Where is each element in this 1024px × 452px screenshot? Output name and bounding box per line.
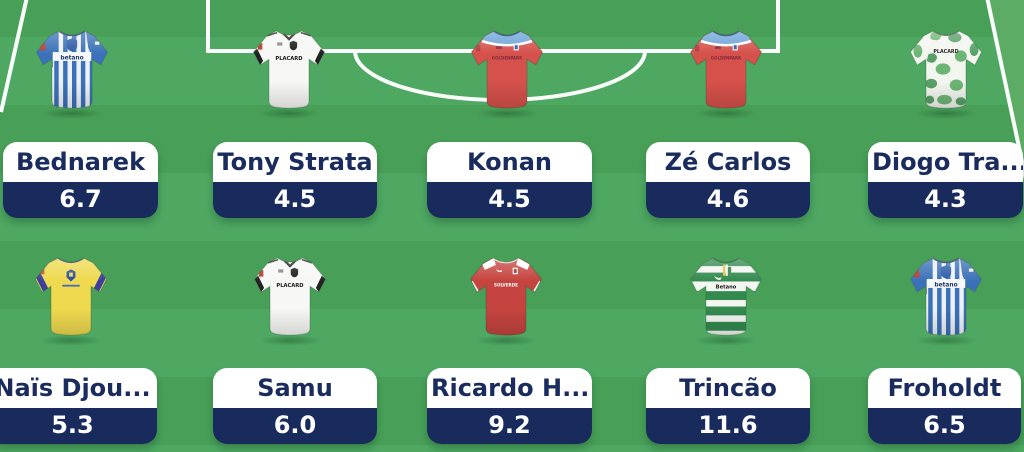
jersey-shadow [39, 335, 103, 346]
player-name-label: Froholdt [868, 368, 1021, 408]
player-rating-badge: 4.5 [427, 182, 592, 218]
player-name-label: Ricardo H... [427, 368, 592, 408]
jersey-shadow [914, 108, 978, 119]
jersey-vitoria-icon: PLACARD [252, 30, 326, 109]
jersey-shadow [475, 108, 539, 119]
jersey-braga-icon: SOLVERDE [469, 257, 543, 336]
jersey-shadow [40, 108, 104, 119]
player-card[interactable]: PLACARD Tony Strata 4.5 [213, 27, 377, 218]
jersey-shadow [258, 335, 322, 346]
player-card[interactable]: betano Bednarek 6.7 [3, 27, 158, 218]
player-rating-badge: 6.0 [213, 408, 377, 444]
player-name-label: Zé Carlos [646, 142, 810, 182]
player-rating-badge: 4.5 [213, 182, 377, 218]
left-touchline [0, 0, 29, 113]
player-name-label: Naïs Djou... [0, 368, 157, 408]
player-card[interactable]: PLACARD Diogo Tra... 4.3 [868, 27, 1023, 218]
jersey-vitoria-icon: PLACARD [253, 257, 327, 336]
player-rating-badge: 5.3 [0, 408, 157, 444]
player-name-label: Trincão [646, 368, 810, 408]
player-rating-badge: 6.7 [3, 182, 158, 218]
player-rating-badge: 4.6 [646, 182, 810, 218]
jersey-sporting-icon: Betano [689, 257, 763, 336]
player-rating-badge: 6.5 [868, 408, 1021, 444]
jersey-arouca-icon [34, 257, 108, 336]
jersey-shadow [474, 335, 538, 346]
player-card[interactable]: PLACARD Samu 6.0 [213, 254, 377, 444]
player-name-label: Samu [213, 368, 377, 408]
jersey-shadow [257, 108, 321, 119]
player-card[interactable]: SOLVERDE Ricardo H... 9.2 [427, 254, 592, 444]
jersey-gil-vicente-icon: GOLDENPARK [689, 30, 763, 109]
jersey-shadow [694, 108, 758, 119]
jersey-gil-vicente-icon: GOLDENPARK [470, 30, 544, 109]
player-name-label: Konan [427, 142, 592, 182]
jersey-porto-icon: betano [35, 30, 109, 109]
player-name-label: Tony Strata [213, 142, 377, 182]
player-name-label: Diogo Tra... [868, 142, 1023, 182]
jersey-shadow [914, 335, 978, 346]
jersey-camo-icon: PLACARD [909, 30, 983, 109]
jersey-shadow [694, 335, 758, 346]
player-card[interactable]: Betano Trincão 11.6 [646, 254, 810, 444]
player-name-label: Bednarek [3, 142, 158, 182]
jersey-porto-icon: betano [909, 257, 983, 336]
player-rating-badge: 9.2 [427, 408, 592, 444]
player-card[interactable]: Naïs Djou... 5.3 [0, 254, 157, 444]
player-card[interactable]: betano Froholdt 6.5 [868, 254, 1021, 444]
player-card[interactable]: GOLDENPARK Zé Carlos 4.6 [646, 27, 810, 218]
player-rating-badge: 11.6 [646, 408, 810, 444]
player-rating-badge: 4.3 [868, 182, 1023, 218]
player-card[interactable]: GOLDENPARK Konan 4.5 [427, 27, 592, 218]
